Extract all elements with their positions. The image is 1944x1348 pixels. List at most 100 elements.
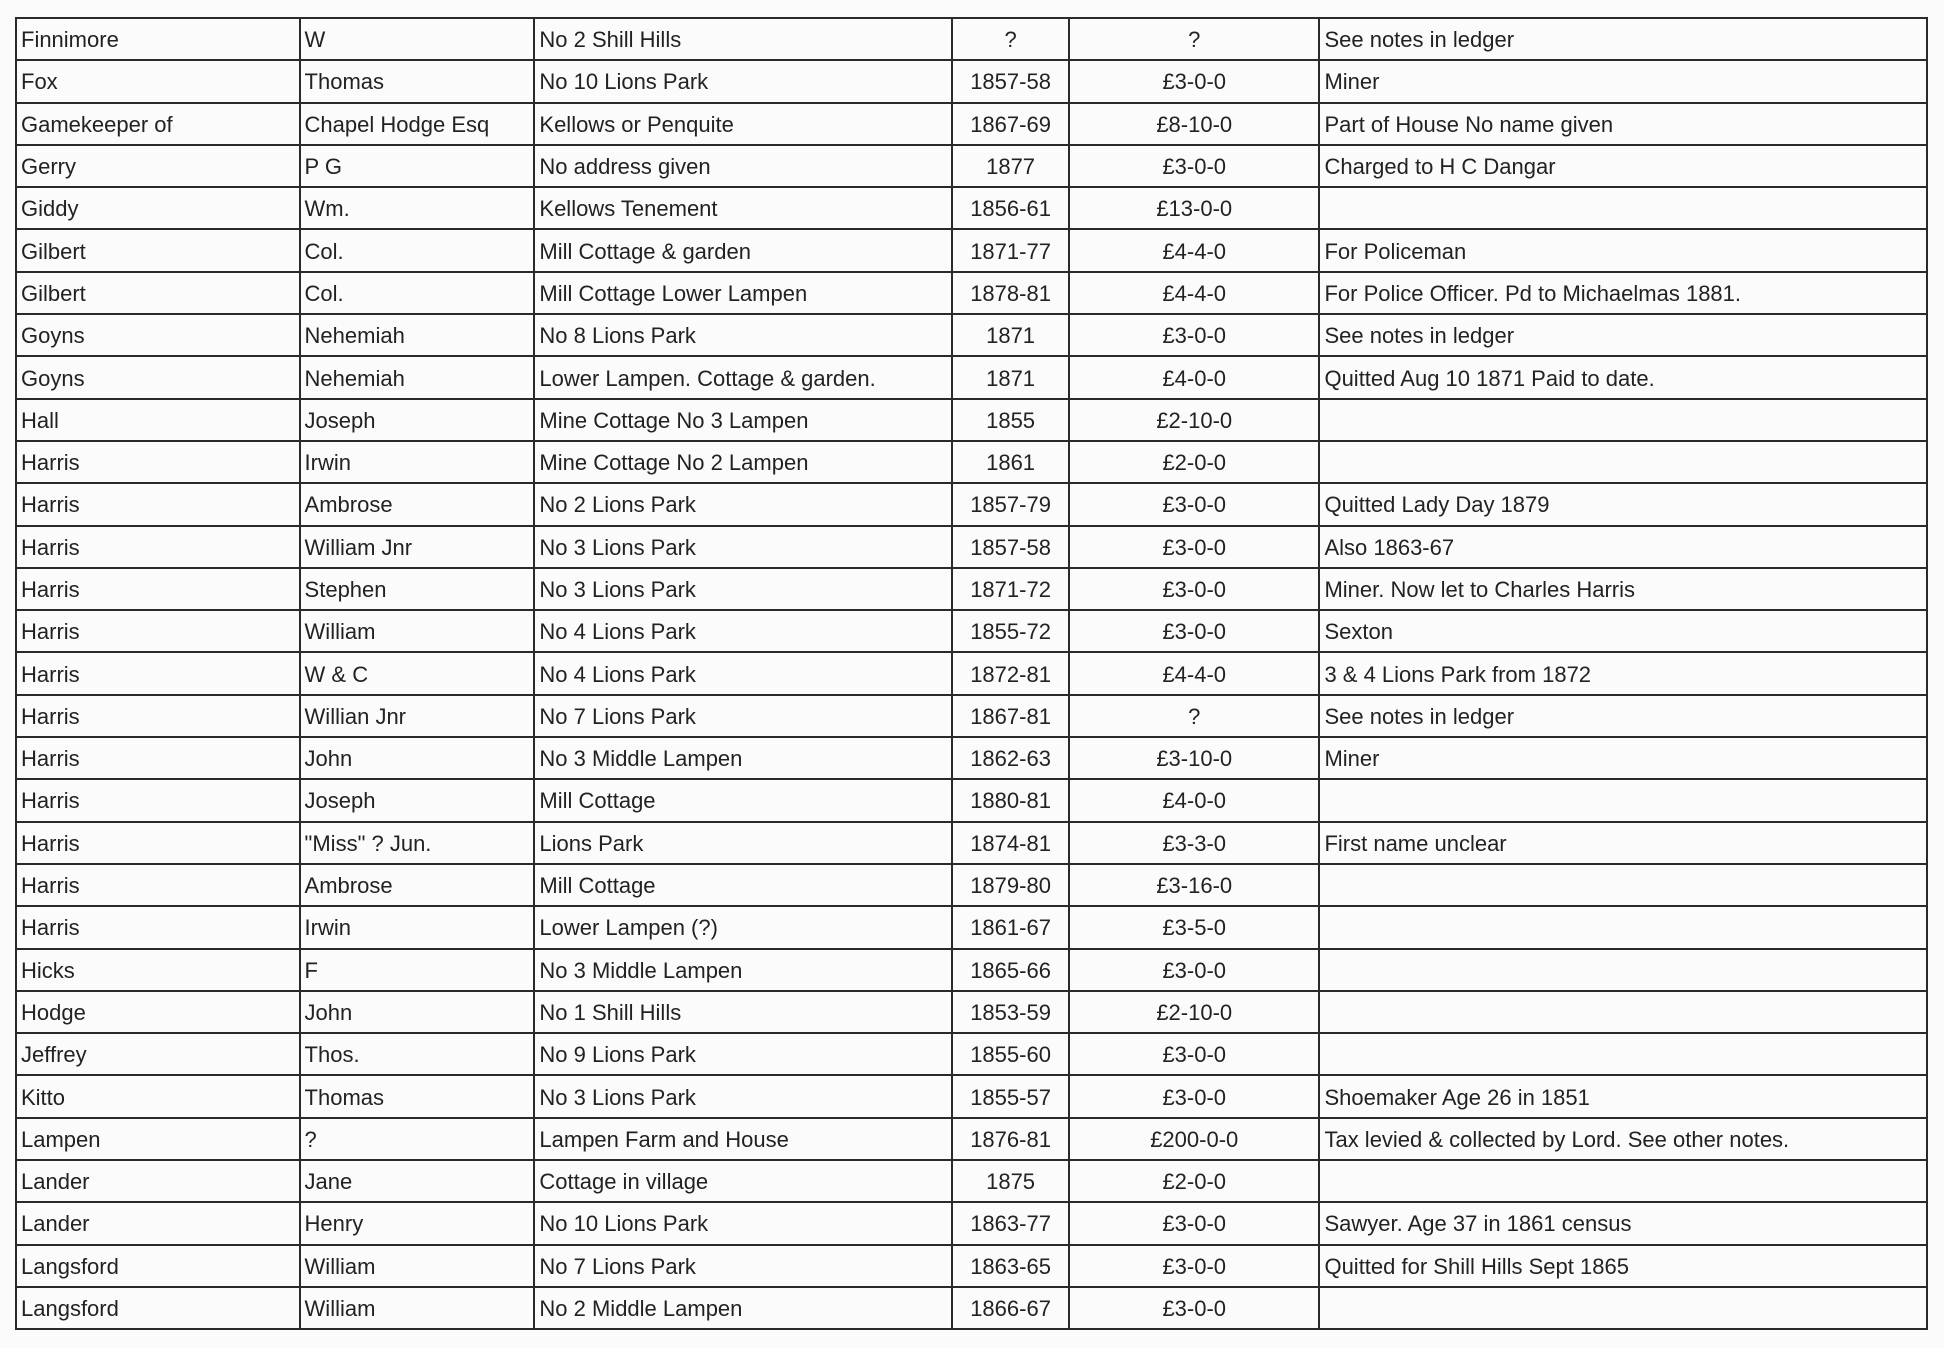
address-cell: Mill Cottage (533, 778, 954, 823)
address-cell: No 1 Shill Hills (533, 989, 954, 1035)
rent-cell: £2-0-0 (1068, 1159, 1321, 1204)
table-row: Harris John No 3 Middle Lampen 1862-63 £3-10… (15, 736, 1928, 781)
address-cell: Mill Cottage Lower Lampen (533, 270, 954, 316)
address-cell: Lower Lampen (?) (533, 905, 954, 950)
notes-cell (1318, 778, 1928, 823)
surname-cell: Lander (15, 1159, 301, 1204)
years-cell: 1855-72 (951, 609, 1071, 654)
forename-cell: W & C (298, 651, 536, 696)
table-row: Harris Ambrose Mill Cottage 1879-80 £3-16-0 (15, 862, 1928, 908)
address-cell: No address given (533, 143, 954, 189)
surname-cell: Harris (15, 820, 301, 865)
forename-cell: P G (298, 143, 536, 189)
notes-cell: Also 1863-67 (1318, 524, 1928, 569)
forename-cell: "Miss" ? Jun. (298, 820, 536, 865)
forename-cell: William (298, 1243, 536, 1288)
notes-cell (1318, 1159, 1928, 1204)
years-cell: 1877 (951, 143, 1071, 189)
surname-cell: Hicks (15, 947, 301, 992)
address-cell: No 2 Lions Park (533, 482, 954, 527)
years-cell: ? (951, 16, 1071, 62)
forename-cell: Thomas (298, 59, 536, 104)
surname-cell: Harris (15, 609, 301, 654)
rent-cell: £2-10-0 (1068, 397, 1321, 442)
rent-cell: £8-10-0 (1068, 101, 1321, 146)
address-cell: No 7 Lions Park (533, 1243, 954, 1288)
rent-cell: £3-0-0 (1068, 1285, 1321, 1331)
address-cell: Mill Cottage (533, 862, 954, 908)
forename-cell: Henry (298, 1201, 536, 1246)
address-cell: No 2 Shill Hills (533, 16, 954, 62)
surname-cell: Harris (15, 566, 301, 612)
notes-cell: Charged to H C Dangar (1318, 143, 1928, 189)
years-cell: 1876-81 (951, 1116, 1071, 1162)
table-row: Harris Irwin Mine Cottage No 2 Lampen 1861 £… (15, 439, 1928, 485)
notes-cell: See notes in ledger (1318, 693, 1928, 739)
surname-cell: Harris (15, 736, 301, 781)
forename-cell: William Jnr (298, 524, 536, 569)
notes-cell (1318, 1285, 1928, 1331)
rent-cell: £4-4-0 (1068, 228, 1321, 273)
table-row: Gamekeeper of Chapel Hodge Esq Kellows or … (15, 101, 1928, 146)
surname-cell: Harris (15, 778, 301, 823)
rent-cell: £4-0-0 (1068, 355, 1321, 400)
years-cell: 1871 (951, 355, 1071, 400)
forename-cell: William (298, 1285, 536, 1331)
rent-cell: £3-10-0 (1068, 736, 1321, 781)
table-row: Langsford William No 7 Lions Park 1863-65 £3… (15, 1243, 1928, 1288)
table-row: Lander Jane Cottage in village 1875 £2-0-0 (15, 1159, 1928, 1204)
surname-cell: Harris (15, 651, 301, 696)
years-cell: 1867-81 (951, 693, 1071, 739)
surname-cell: Harris (15, 439, 301, 485)
notes-cell: Quitted for Shill Hills Sept 1865 (1318, 1243, 1928, 1288)
years-cell: 1872-81 (951, 651, 1071, 696)
table-row: Harris Ambrose No 2 Lions Park 1857-79 £3-0-… (15, 482, 1928, 527)
forename-cell: Wm. (298, 186, 536, 231)
forename-cell: Jane (298, 1159, 536, 1204)
address-cell: No 3 Middle Lampen (533, 736, 954, 781)
notes-cell: First name unclear (1318, 820, 1928, 865)
table-row: Goyns Nehemiah No 8 Lions Park 1871 £3-0-0 Se… (15, 313, 1928, 358)
forename-cell: Irwin (298, 905, 536, 950)
forename-cell: John (298, 989, 536, 1035)
forename-cell: John (298, 736, 536, 781)
years-cell: 1865-66 (951, 947, 1071, 992)
years-cell: 1867-69 (951, 101, 1071, 146)
address-cell: Lions Park (533, 820, 954, 865)
years-cell: 1875 (951, 1159, 1071, 1204)
forename-cell: Col. (298, 270, 536, 316)
notes-cell: Part of House No name given (1318, 101, 1928, 146)
notes-cell: Quitted Lady Day 1879 (1318, 482, 1928, 527)
years-cell: 1862-63 (951, 736, 1071, 781)
table-row: Harris Joseph Mill Cottage 1880-81 £4-0-0 (15, 778, 1928, 823)
years-cell: 1857-58 (951, 524, 1071, 569)
rent-cell: £3-0-0 (1068, 1074, 1321, 1119)
rent-cell: £3-0-0 (1068, 1201, 1321, 1246)
notes-cell (1318, 947, 1928, 992)
years-cell: 1874-81 (951, 820, 1071, 865)
table-row: Kitto Thomas No 3 Lions Park 1855-57 £3-0-0 S… (15, 1074, 1928, 1119)
forename-cell: Irwin (298, 439, 536, 485)
surname-cell: Goyns (15, 313, 301, 358)
notes-cell: See notes in ledger (1318, 313, 1928, 358)
forename-cell: Stephen (298, 566, 536, 612)
address-cell: Cottage in village (533, 1159, 954, 1204)
notes-cell (1318, 186, 1928, 231)
rent-cell: £3-16-0 (1068, 862, 1321, 908)
address-cell: No 3 Lions Park (533, 524, 954, 569)
surname-cell: Lander (15, 1201, 301, 1246)
rent-cell: £3-0-0 (1068, 947, 1321, 992)
rent-cell: £3-0-0 (1068, 1032, 1321, 1077)
surname-cell: Harris (15, 693, 301, 739)
rent-cell: £3-0-0 (1068, 524, 1321, 569)
notes-cell (1318, 862, 1928, 908)
address-cell: Lower Lampen. Cottage & garden. (533, 355, 954, 400)
notes-cell: For Police Officer. Pd to Michaelmas 188… (1318, 270, 1928, 316)
surname-cell: Langsford (15, 1243, 301, 1288)
years-cell: 1871 (951, 313, 1071, 358)
rent-cell: £13-0-0 (1068, 186, 1321, 231)
address-cell: Mine Cottage No 2 Lampen (533, 439, 954, 485)
address-cell: No 8 Lions Park (533, 313, 954, 358)
years-cell: 1880-81 (951, 778, 1071, 823)
address-cell: No 10 Lions Park (533, 1201, 954, 1246)
